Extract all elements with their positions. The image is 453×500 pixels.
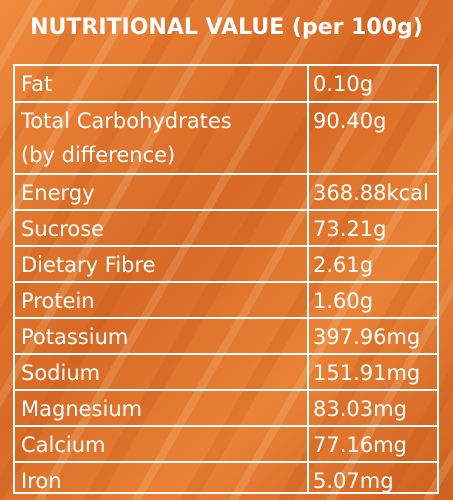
table-row-total-carbohydrates: Total Carbohydrates (by difference) 90.4…	[15, 101, 437, 173]
nutrient-value: 1.60g	[313, 289, 374, 313]
nutrient-value: 83.03mg	[313, 397, 407, 421]
nutrient-name: Fat	[21, 72, 53, 96]
nutrient-name: Magnesium	[21, 397, 143, 421]
nutrient-name: Protein	[21, 289, 95, 313]
table-row-protein: Protein 1.60g	[15, 281, 437, 317]
nutrition-table: Fat 0.10g Total Carbohydrates (by differ…	[13, 64, 439, 494]
nutrient-name: Sodium	[21, 361, 101, 385]
nutrient-value: 151.91mg	[313, 361, 421, 385]
nutrient-value: 73.21g	[313, 217, 387, 241]
nutrient-value: 368.88kcal	[313, 181, 429, 205]
table-row-sodium: Sodium 151.91mg	[15, 353, 437, 389]
table-row-iron: Iron 5.07mg	[15, 461, 437, 493]
nutrition-title: NUTRITIONAL VALUE (per 100g)	[30, 15, 423, 40]
column-divider	[307, 66, 309, 492]
nutrient-name: Sucrose	[21, 217, 105, 241]
nutrient-value: 2.61g	[313, 253, 374, 277]
table-row-dietary-fibre: Dietary Fibre 2.61g	[15, 245, 437, 281]
nutrient-value: 90.40g	[313, 109, 387, 133]
nutrient-value: 397.96mg	[313, 325, 421, 349]
nutrient-name: Total Carbohydrates	[21, 109, 232, 133]
nutrient-name: Energy	[21, 181, 95, 205]
nutrient-value: 0.10g	[313, 72, 374, 96]
nutrient-name-line2: (by difference)	[21, 143, 176, 167]
nutrient-value: 5.07mg	[313, 469, 394, 493]
table-row-fat: Fat 0.10g	[15, 66, 437, 101]
nutrient-name: Potassium	[21, 325, 129, 349]
table-row-energy: Energy 368.88kcal	[15, 173, 437, 209]
nutrient-name: Calcium	[21, 433, 106, 457]
table-row-calcium: Calcium 77.16mg	[15, 425, 437, 461]
nutrient-value: 77.16mg	[313, 433, 407, 457]
nutrient-name: Iron	[21, 469, 62, 493]
table-row-magnesium: Magnesium 83.03mg	[15, 389, 437, 425]
table-row-potassium: Potassium 397.96mg	[15, 317, 437, 353]
nutrient-name: Dietary Fibre	[21, 253, 156, 277]
table-row-sucrose: Sucrose 73.21g	[15, 209, 437, 245]
